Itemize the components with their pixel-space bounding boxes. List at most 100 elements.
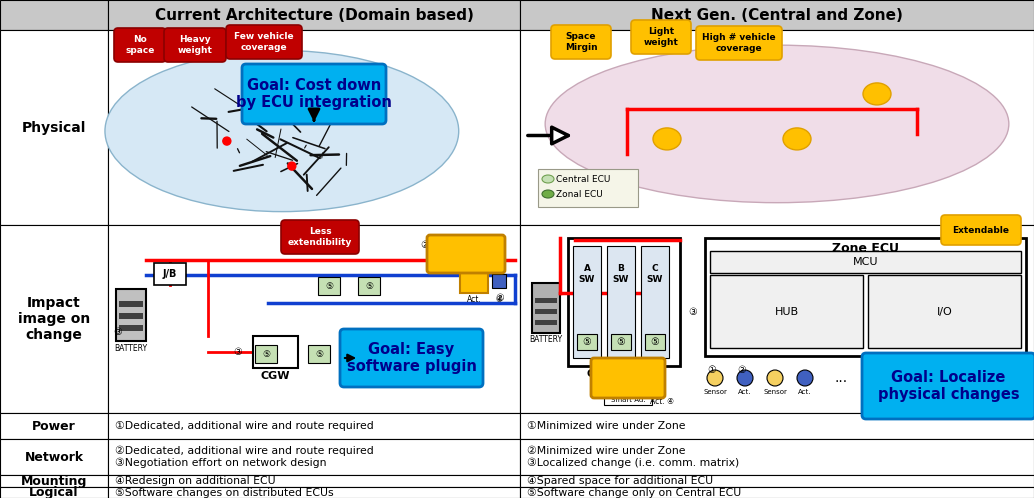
Text: ②: ② (737, 365, 746, 375)
Bar (253, 336, 298, 368)
Bar (108, 475, 520, 487)
Text: ⑤: ⑤ (365, 281, 373, 290)
Text: ③: ③ (234, 347, 242, 357)
Text: ③: ③ (114, 327, 122, 337)
Circle shape (328, 112, 336, 120)
Text: ①: ① (707, 365, 716, 375)
Text: Sensor: Sensor (763, 389, 787, 395)
Text: B
SW: B SW (613, 264, 629, 284)
Text: CGW: CGW (261, 371, 291, 381)
Text: New
feature: New feature (605, 367, 651, 389)
Text: ④: ④ (484, 264, 492, 273)
Bar (108, 225, 520, 413)
Bar (108, 0, 520, 30)
FancyBboxPatch shape (114, 28, 166, 62)
Bar (308, 345, 330, 363)
FancyBboxPatch shape (551, 25, 611, 59)
Bar (868, 275, 1021, 348)
Bar (520, 439, 1034, 475)
Circle shape (767, 370, 783, 386)
Bar (108, 30, 520, 225)
Circle shape (797, 370, 813, 386)
Bar (0, 413, 108, 439)
Text: BATTERY: BATTERY (529, 335, 562, 344)
Text: Goal: Localize
physical changes: Goal: Localize physical changes (878, 370, 1020, 402)
Text: ⑤: ⑤ (582, 337, 591, 347)
Bar (645, 334, 665, 350)
Text: A
SW: A SW (579, 264, 596, 284)
Ellipse shape (653, 128, 681, 150)
Bar (535, 320, 557, 325)
FancyBboxPatch shape (631, 20, 691, 54)
Text: ②Dedicated, additional wire and route required
③Negotiation effort on network de: ②Dedicated, additional wire and route re… (115, 446, 373, 468)
Text: ⑤: ⑤ (315, 350, 323, 359)
Circle shape (737, 370, 753, 386)
Bar (710, 275, 863, 348)
Bar (255, 345, 277, 363)
Bar (119, 325, 143, 331)
Bar (119, 313, 143, 319)
Text: Goal: Cost down
by ECU integration: Goal: Cost down by ECU integration (236, 78, 392, 110)
Text: No
space: No space (125, 35, 155, 55)
Text: ①: ① (486, 245, 494, 255)
Text: Act.: Act. (738, 389, 752, 395)
Bar (0, 0, 108, 30)
Text: ⑤Software changes on distributed ECUs: ⑤Software changes on distributed ECUs (115, 488, 334, 498)
FancyBboxPatch shape (164, 28, 226, 62)
Circle shape (223, 137, 231, 145)
Ellipse shape (545, 45, 1009, 203)
Bar (577, 334, 597, 350)
Bar (0, 225, 108, 413)
FancyBboxPatch shape (591, 358, 665, 398)
Text: HUB: HUB (774, 307, 798, 317)
Text: Central ECU: Central ECU (556, 174, 610, 183)
Ellipse shape (542, 175, 554, 183)
Ellipse shape (783, 128, 811, 150)
Text: ②: ② (495, 293, 505, 303)
Bar (535, 298, 557, 303)
Text: Central ECU: Central ECU (587, 369, 661, 379)
FancyBboxPatch shape (281, 220, 359, 254)
Text: MCU: MCU (853, 257, 878, 267)
Text: ①Dedicated, additional wire and route required: ①Dedicated, additional wire and route re… (115, 421, 373, 431)
Bar (705, 238, 1026, 356)
Text: Logical: Logical (29, 486, 79, 498)
Bar (568, 238, 680, 366)
Bar (116, 289, 146, 341)
Ellipse shape (105, 50, 459, 212)
Bar (460, 267, 488, 293)
Text: ⑤Software change only on Central ECU: ⑤Software change only on Central ECU (527, 488, 741, 498)
Text: Few vehicle
coverage: Few vehicle coverage (234, 32, 294, 52)
Circle shape (287, 162, 296, 170)
Text: High # vehicle
coverage: High # vehicle coverage (702, 33, 776, 53)
Text: Smart Ad.: Smart Ad. (611, 397, 645, 403)
Text: Physical: Physical (22, 121, 86, 134)
FancyBboxPatch shape (696, 26, 782, 60)
Text: Extendable: Extendable (952, 226, 1009, 235)
Text: Network: Network (25, 451, 84, 464)
Bar (573, 246, 601, 358)
Bar (520, 413, 1034, 439)
FancyBboxPatch shape (242, 64, 386, 124)
Bar (0, 487, 108, 498)
Text: ④: ④ (495, 294, 503, 303)
Bar (492, 274, 506, 288)
Text: Sensor: Sensor (703, 389, 727, 395)
Ellipse shape (542, 190, 554, 198)
Bar (318, 277, 340, 295)
Bar (0, 439, 108, 475)
Text: ②Minimized wire under Zone
③Localized change (i.e. comm. matrix): ②Minimized wire under Zone ③Localized ch… (527, 446, 739, 468)
Bar (604, 395, 652, 405)
Ellipse shape (863, 83, 891, 105)
FancyBboxPatch shape (862, 353, 1034, 419)
Bar (520, 487, 1034, 498)
Circle shape (257, 87, 266, 95)
Bar (0, 475, 108, 487)
Text: Power: Power (32, 419, 75, 432)
Text: Zone ECU: Zone ECU (832, 242, 899, 254)
Bar (533, 283, 560, 333)
Bar (520, 225, 1034, 413)
Text: Act.: Act. (798, 389, 812, 395)
Bar (154, 263, 186, 285)
Text: ①Minimized wire under Zone: ①Minimized wire under Zone (527, 421, 686, 431)
